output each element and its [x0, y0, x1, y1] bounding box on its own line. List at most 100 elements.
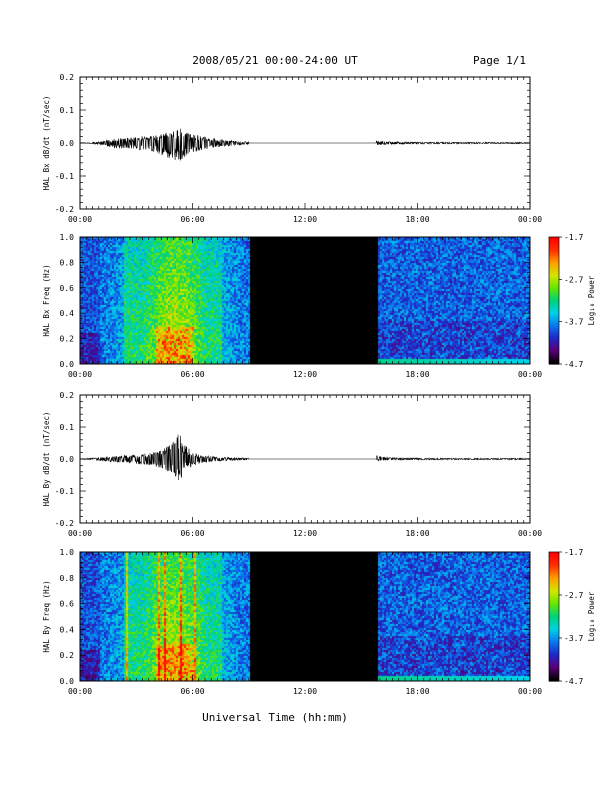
y-tick-label: 0.2 [60, 651, 75, 660]
page-indicator: Page 1/1 [473, 54, 526, 67]
x-tick-label: 00:00 [68, 215, 92, 224]
colorbar-swatch [549, 296, 559, 299]
colorbar-swatch [549, 355, 559, 359]
colorbar-swatch [549, 258, 559, 261]
colorbar-swatch [549, 618, 559, 622]
colorbar-swatch [549, 330, 559, 333]
x-tick-label: 00:00 [518, 687, 542, 696]
colorbar-swatch [549, 646, 559, 650]
colorbar-tick-label: -3.7 [564, 634, 583, 643]
colorbar-swatch [549, 605, 559, 609]
x-tick-label: 06:00 [180, 529, 204, 538]
colorbar-swatch [549, 560, 559, 564]
y-tick-label: 0.2 [60, 391, 75, 400]
y-tick-label: -0.1 [55, 172, 74, 181]
colorbar-swatch [549, 577, 559, 581]
colorbar-swatch [549, 323, 559, 327]
y-axis-label: HAL By Freq (Hz) [42, 580, 51, 652]
colorbar-swatch [549, 308, 559, 312]
colorbar-swatch [549, 571, 559, 575]
colorbar-swatch [549, 564, 559, 568]
y-tick-label: 1.0 [60, 548, 75, 557]
colorbar-swatch [549, 629, 559, 633]
colorbar-swatch [549, 588, 559, 592]
colorbar-swatch [549, 260, 559, 263]
colorbar-swatch [549, 586, 559, 590]
colorbar-swatch [549, 268, 559, 272]
colorbar-swatch [549, 661, 559, 665]
y-tick-label: 0.2 [60, 73, 75, 82]
colorbar-swatch [549, 575, 559, 579]
colorbar-swatch [549, 270, 559, 274]
colorbar-swatch [549, 640, 559, 643]
colorbar-tick-label: -1.7 [564, 548, 583, 557]
colorbar-swatch [549, 292, 559, 295]
colorbar-swatch [549, 558, 559, 562]
colorbar-swatch [549, 592, 559, 596]
y-tick-label: 0.8 [60, 574, 75, 583]
x-tick-label: 18:00 [405, 687, 429, 696]
x-tick-label: 06:00 [180, 215, 204, 224]
colorbar-swatch [549, 614, 559, 618]
x-tick-label: 00:00 [68, 687, 92, 696]
x-tick-label: 12:00 [293, 370, 317, 379]
colorbar-swatch [549, 279, 559, 283]
colorbar-swatch [549, 595, 559, 598]
colorbar-frame [548, 551, 560, 682]
colorbar-swatch [549, 556, 559, 560]
colorbar-swatch [549, 243, 559, 247]
x-tick-label: 18:00 [405, 529, 429, 538]
y-axis-label: HAL Bx dB/dt (nT/sec) [42, 96, 51, 191]
colorbar-swatch [549, 319, 559, 323]
colorbar-frame [548, 236, 560, 365]
colorbar-swatch [549, 266, 559, 270]
x-axis-title: Universal Time (hh:mm) [202, 711, 348, 724]
colorbar-swatch [549, 298, 559, 302]
colorbar-swatch [549, 300, 559, 304]
plot-frame [79, 551, 531, 682]
colorbar-swatch [549, 610, 559, 613]
colorbar-swatch [549, 262, 559, 266]
colorbar-tick-label: -3.7 [564, 318, 583, 327]
colorbar-swatch [549, 612, 559, 615]
colorbar-swatch [549, 622, 559, 626]
colorbar-swatch [549, 607, 559, 611]
colorbar-swatch [549, 336, 559, 340]
y-tick-label: 0.1 [60, 423, 75, 432]
colorbar-swatch [549, 579, 559, 583]
y-tick-label: -0.1 [55, 487, 74, 496]
colorbar-swatch [549, 584, 559, 587]
colorbar-swatch [549, 616, 559, 620]
colorbar-swatch [549, 239, 559, 242]
colorbar-swatch [549, 275, 559, 278]
colorbar-swatch [549, 678, 559, 682]
y-tick-label: 0.1 [60, 106, 75, 115]
colorbar-swatch [549, 347, 559, 350]
colorbar-swatch [549, 625, 559, 628]
x-tick-label: 18:00 [405, 215, 429, 224]
colorbar-swatch [549, 552, 559, 555]
colorbar-swatch [549, 582, 559, 585]
colorbar-swatch [549, 562, 559, 566]
x-tick-label: 00:00 [518, 370, 542, 379]
colorbar-swatch [549, 573, 559, 577]
y-tick-label: 0.6 [60, 284, 75, 293]
x-tick-label: 12:00 [293, 529, 317, 538]
colorbar-swatch [549, 603, 559, 607]
colorbar-swatch [549, 554, 559, 557]
colorbar-swatch [549, 249, 559, 253]
colorbar-swatch [549, 599, 559, 603]
colorbar-swatch [549, 315, 559, 319]
colorbar-swatch [549, 272, 559, 276]
colorbar-swatch [549, 256, 559, 259]
y-tick-label: 0.6 [60, 600, 75, 609]
panels: 0.20.10.0-0.1-0.200:00 06:00 12:00 18:00 00:… [42, 73, 596, 696]
colorbar-swatch [549, 241, 559, 244]
colorbar-swatch [549, 283, 559, 287]
colorbar-swatch [549, 317, 559, 321]
colorbar-swatch [549, 357, 559, 361]
y-tick-label: 0.0 [60, 677, 75, 686]
colorbar-swatch [549, 342, 559, 346]
plot-frame [79, 394, 531, 524]
